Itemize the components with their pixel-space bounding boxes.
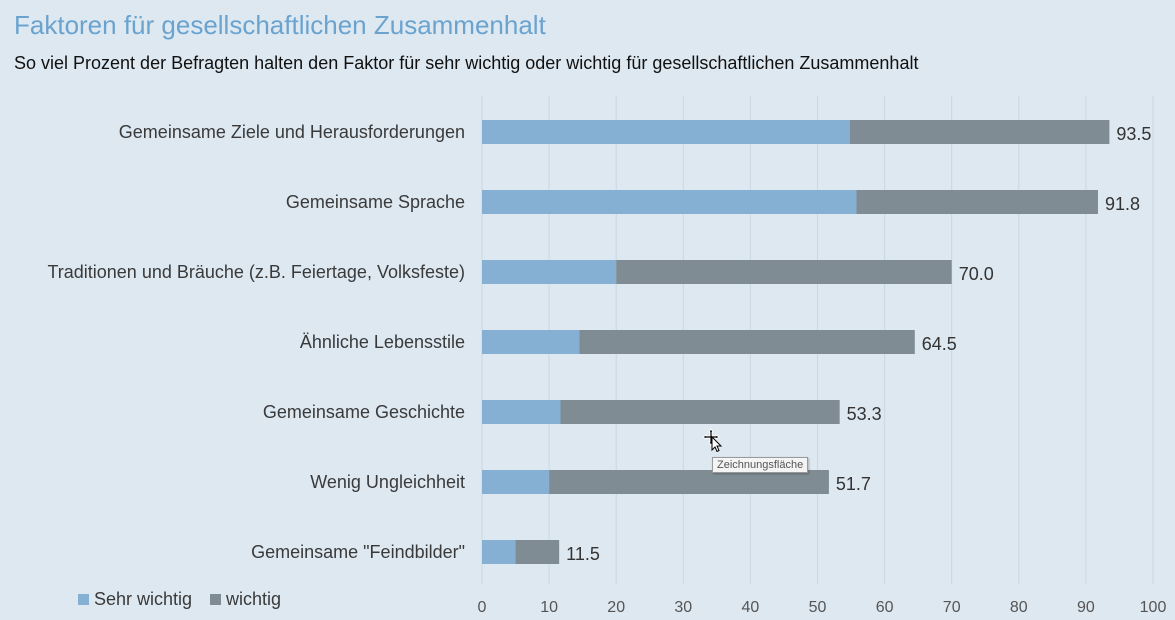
bar-segment-sehr-wichtig[interactable] (482, 400, 561, 424)
x-tick-label: 0 (478, 599, 487, 616)
bar-segment-wichtig[interactable] (856, 190, 1098, 214)
legend-label: wichtig (226, 589, 282, 609)
bar-segment-sehr-wichtig[interactable] (482, 540, 516, 564)
value-label: 91.8 (1105, 194, 1140, 214)
category-labels: Gemeinsame Ziele und Herausforderungen Ge… (47, 122, 465, 562)
x-tick-label: 60 (876, 599, 894, 616)
category-label: Gemeinsame "Feindbilder" (251, 542, 465, 562)
x-tick-label: 80 (1010, 599, 1028, 616)
bar-segment-sehr-wichtig[interactable] (482, 260, 617, 284)
x-axis-ticks: 0 10 20 30 40 50 60 70 80 90 100 (478, 599, 1167, 616)
chart-title: Faktoren für gesellschaftlichen Zusammen… (14, 10, 546, 40)
move-cursor-icon (702, 428, 723, 452)
x-tick-label: 40 (742, 599, 760, 616)
legend-swatch (210, 594, 222, 605)
x-tick-label: 20 (607, 599, 625, 616)
value-label: 93.5 (1116, 124, 1151, 144)
tooltip: Zeichnungsfläche (712, 457, 809, 473)
bar-segment-wichtig[interactable] (515, 540, 560, 564)
bar-segment-wichtig[interactable] (560, 400, 840, 424)
legend: Sehr wichtig wichtig (78, 589, 299, 610)
value-label: 11.5 (566, 544, 600, 564)
legend-item-wichtig[interactable]: wichtig (210, 589, 281, 610)
value-label: 70.0 (959, 264, 994, 284)
value-label: 53.3 (847, 404, 882, 424)
category-label: Gemeinsame Sprache (286, 192, 465, 212)
bar-segment-wichtig[interactable] (616, 260, 952, 284)
x-tick-label: 70 (943, 599, 961, 616)
bar-segment-wichtig[interactable] (579, 330, 915, 354)
legend-label: Sehr wichtig (94, 589, 193, 609)
x-tick-label: 10 (540, 599, 558, 616)
bar-segment-sehr-wichtig[interactable] (482, 190, 857, 214)
x-tick-label: 30 (674, 599, 692, 616)
category-label: Gemeinsame Ziele und Herausforderungen (119, 122, 465, 142)
bar-segment-wichtig[interactable] (549, 470, 829, 494)
value-label: 64.5 (922, 334, 957, 354)
category-label: Ähnliche Lebensstile (300, 332, 465, 352)
legend-swatch (78, 594, 89, 605)
bar-segment-sehr-wichtig[interactable] (482, 470, 550, 494)
legend-item-sehr-wichtig[interactable]: Sehr wichtig (78, 589, 192, 610)
value-label: 51.7 (836, 474, 871, 494)
bar-segment-sehr-wichtig[interactable] (482, 330, 580, 354)
category-label: Traditionen und Bräuche (z.B. Feiertage,… (47, 262, 465, 282)
bars (482, 120, 1110, 564)
category-label: Wenig Ungleichheit (310, 472, 465, 492)
x-tick-label: 100 (1140, 599, 1167, 616)
category-label: Gemeinsame Geschichte (263, 402, 465, 422)
value-labels: 93.5 91.8 70.0 64.5 53.3 51.7 11.5 (566, 124, 1151, 564)
x-tick-label: 50 (809, 599, 827, 616)
chart-subtitle: So viel Prozent der Befragten halten den… (14, 53, 919, 73)
bar-segment-wichtig[interactable] (849, 120, 1110, 144)
bar-segment-sehr-wichtig[interactable] (482, 120, 850, 144)
x-tick-label: 90 (1077, 599, 1095, 616)
